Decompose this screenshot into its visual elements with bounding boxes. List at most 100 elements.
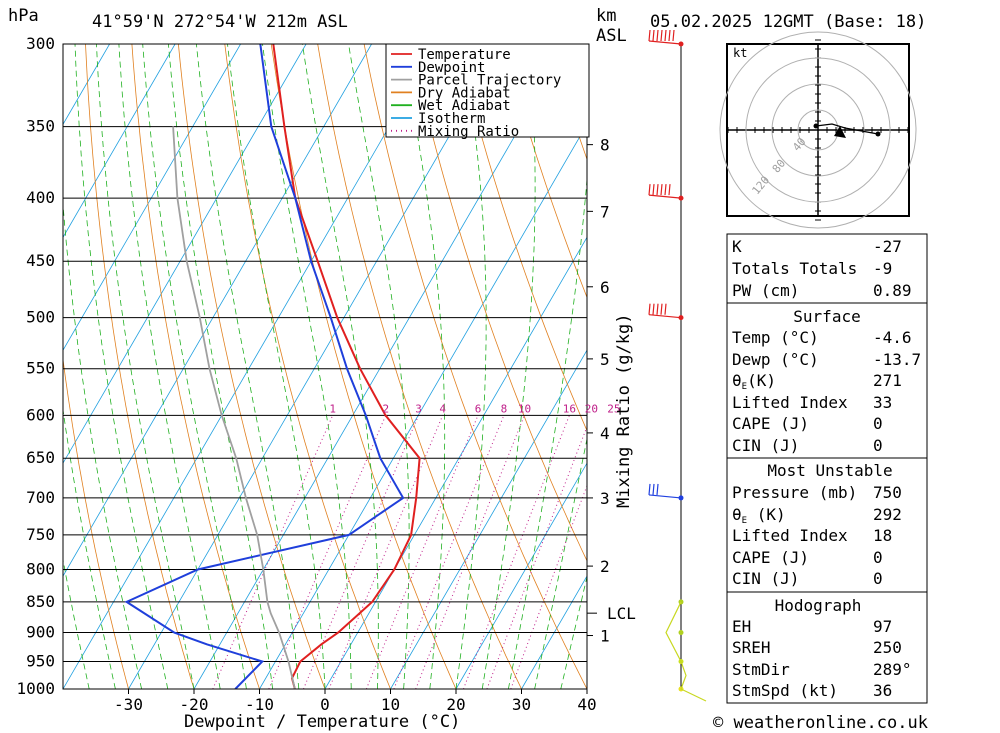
mixing-ratio-label: 1 [329,402,336,415]
wind-barb-shaft [648,314,682,319]
lcl-label: LCL [607,604,636,623]
legend-label: Wet Adiabat [418,98,511,114]
pressure-axis: 300 350 400 450 500 550 600 650 700 750 800 850 900 9… [16,34,55,698]
mu-lifted-label: Lifted Index [732,526,848,545]
mu-cape-label: CAPE (J) [732,548,809,567]
location-title: 41°59'N 272°54'W 212m ASL [92,12,348,32]
wind-barb-flag [672,29,675,42]
mixing-ratio-line [328,415,444,689]
wind-level-dot [678,195,684,201]
wind-barb-flag [660,29,663,42]
dry-adiabat-line [503,44,587,299]
wind-barb-flag [668,29,671,42]
km-tick-label: 7 [600,202,610,221]
wet-adiabat-line [401,44,446,689]
pressure-tick-label: 650 [26,448,55,467]
wet-adiabat-line [302,44,379,689]
isotherm-line [455,462,587,689]
copyright-link[interactable]: © weatheronline.co.uk [713,713,928,733]
wind-barb-flag [652,29,655,42]
profile-series [124,44,421,689]
mixing-ratio-label: 4 [439,402,446,415]
mixing-ratio-line [268,415,387,689]
pressure-tick-label: 400 [26,188,55,207]
isotherm-line [324,236,587,689]
x-axis-label: Dewpoint / Temperature (°C) [184,712,460,732]
stmspd-label: StmSpd (kt) [732,681,838,700]
pw-label: PW (cm) [732,281,799,300]
mu-cin-value: 0 [873,569,883,588]
hodograph-trace [815,123,879,135]
series-dewpoint [124,44,405,689]
surface-theta-label: θE(K) [732,371,776,392]
wet-adiabat-line [63,200,142,689]
wind-barb-flag [648,483,651,495]
x-tick-label: 0 [320,695,330,714]
wind-barb-flag [664,29,667,42]
surface-cape-value: 0 [873,414,883,433]
wind-barb-flag [660,303,663,315]
mu-lifted-value: 18 [873,526,892,545]
wet-adiabat-line [534,436,587,689]
dry-adiabat-line [85,44,195,689]
pressure-tick-label: 550 [26,359,55,378]
wind-level-dot [678,495,684,501]
mixing-ratio-line [510,484,587,689]
wet-adiabat-line [196,44,300,689]
pressure-tick-label: 500 [26,308,55,327]
x-tick-label: -30 [114,695,143,714]
legend-label: Temperature [418,47,511,63]
dry-adiabat-line [317,44,522,689]
wet-adiabat-line [586,687,587,689]
mixing-ratio-label: 25 [607,402,620,415]
wind-barb-shaft [648,494,682,499]
mixing-ratio-line [303,415,420,689]
mixing-ratio-label: 8 [501,402,508,415]
km-label: km [596,6,616,26]
temperature-axis: -30 -20 -10 0 10 20 30 40 [114,689,597,714]
wind-barb-flag [664,303,667,315]
stmspd-value: 36 [873,681,892,700]
indices-panel: K -27 Totals Totals -9 PW (cm) 0.89 Surf… [726,233,928,704]
wet-adiabat-line [96,44,195,689]
legend-label: Dewpoint [418,60,485,76]
wet-adiabat-line [118,44,221,689]
mixing-ratio-label: 20 [585,402,598,415]
km-tick-label: 1 [600,627,610,646]
hpa-label: hPa [8,6,39,26]
mu-theta-value: 292 [873,505,902,524]
hodograph-ring [719,31,917,229]
isotherm-line [193,44,569,689]
isobars [63,43,587,690]
hodo-block-title: Hodograph [775,596,862,615]
surface-dewp-value: -13.7 [873,350,921,369]
km-tick-label: 8 [600,136,610,155]
indices-box-hodograph [726,591,928,704]
mu-theta-label: θE (K) [732,505,786,526]
wind-barb-flag [660,184,663,196]
km-tick-label: 4 [600,424,610,443]
pressure-tick-label: 750 [26,525,55,544]
wind-barb-flag [656,184,659,196]
hodograph-point [875,131,881,137]
hodograph-ring [771,83,865,177]
mixing-ratio-label: 10 [518,402,531,415]
stmdir-label: StmDir [732,660,790,679]
totals-label: Totals Totals [732,259,857,278]
k-label: K [732,237,742,256]
wind-barb-flag [652,483,655,495]
legend-box [385,43,590,138]
mixing-ratio-label: 3 [415,402,422,415]
wet-adiabat-line [142,44,247,689]
wet-adiabat-line [481,44,536,689]
storm-motion-arrow [834,126,846,138]
dry-adiabat-line [178,44,326,689]
wet-adiabat-line [455,44,487,689]
surface-lifted-value: 33 [873,393,892,412]
wind-level-dot [678,315,684,321]
km-tick-label: 5 [600,350,610,369]
wind-level-dot [678,630,684,636]
mu-title: Most Unstable [767,461,892,480]
